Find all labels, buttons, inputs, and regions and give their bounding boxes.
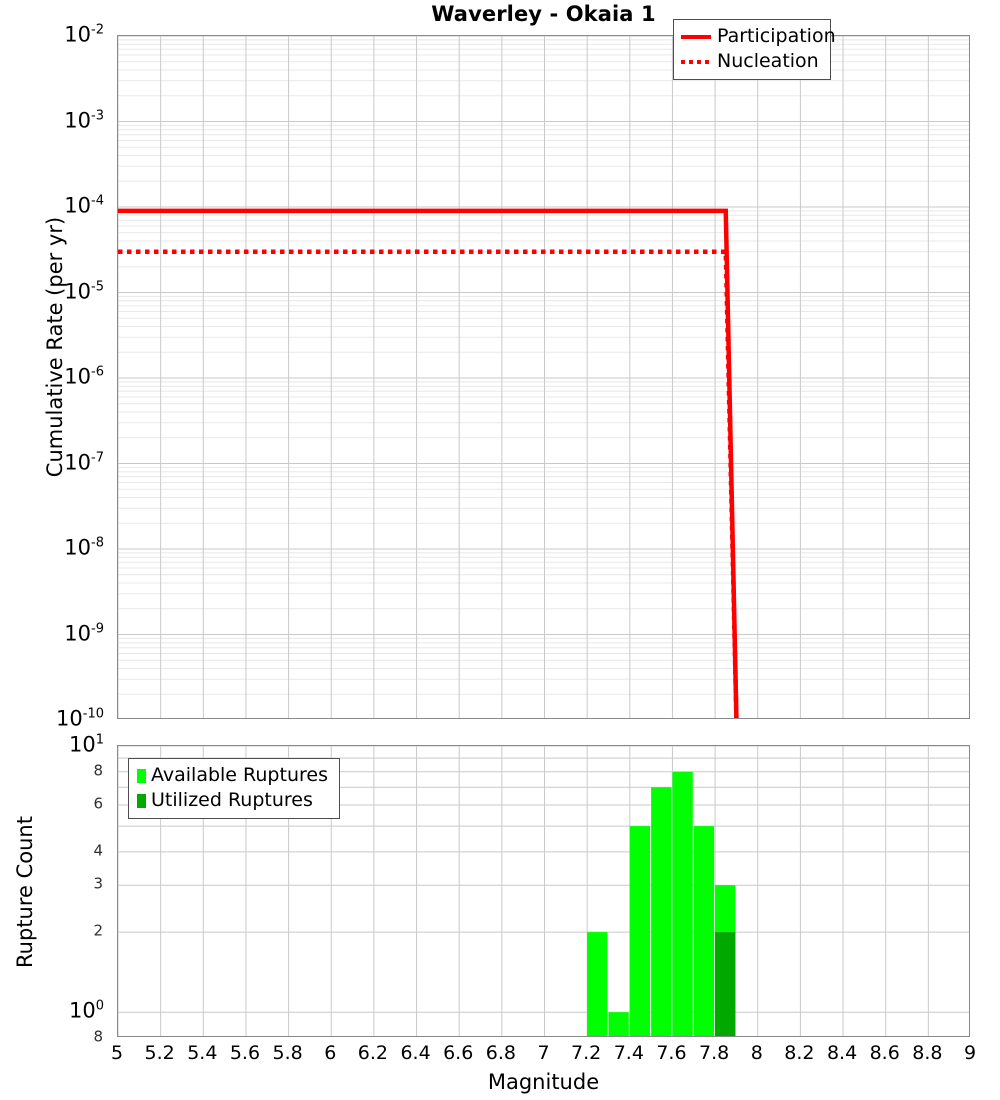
y-tick-label: 10-3 [64,110,112,131]
y-tick-minor-label: 3 [93,877,112,892]
cumulative-rate-legend: Participation Nucleation [673,19,831,80]
figure-canvas: Waverley - Okaia 1 10-2 10-3 10-4 10-5 10-6 1… [0,0,1000,1100]
x-tick-label: 7.2 [571,1042,601,1064]
x-tick-label: 8.6 [870,1042,900,1064]
x-tick-label: 7.8 [699,1042,729,1064]
x-tick-label: 6.4 [400,1042,430,1064]
x-tick-label: 7.6 [656,1042,686,1064]
rupture-count-legend: Available Ruptures Utilized Ruptures [128,758,340,819]
x-tick-label: 7.4 [614,1042,644,1064]
x-tick-label: 5.8 [272,1042,302,1064]
y-tick-label: 100 [69,1001,112,1022]
available-ruptures-bar [587,932,607,1036]
available-ruptures-bar [608,1012,628,1036]
y-tick-label: 10-10 [56,709,112,730]
legend-item-participation[interactable]: Participation [681,24,823,49]
legend-item-utilized-ruptures-label: Utilized Ruptures [151,791,313,810]
legend-item-available-ruptures[interactable]: Available Ruptures [136,763,332,788]
utilized-ruptures-bar [715,932,735,1036]
magnitude-x-axis-label: Magnitude [117,1070,970,1094]
y-tick-label: 10-6 [64,367,112,388]
y-tick-minor-label: 2 [93,924,112,939]
y-tick-label: 101 [69,735,112,756]
series-participation [118,211,736,718]
available-ruptures-bar [651,787,671,1036]
rupture-count-y-axis-label: Rupture Count [13,767,37,1017]
x-tick-label: 5.6 [230,1042,260,1064]
legend-item-utilized-ruptures[interactable]: Utilized Ruptures [136,788,332,813]
x-tick-label: 8.2 [784,1042,814,1064]
x-tick-label: 8 [751,1042,763,1064]
available-ruptures-bar [630,826,650,1036]
legend-item-participation-label: Participation [717,27,836,46]
available-ruptures-swatch-icon [137,769,146,783]
utilized-ruptures-swatch-icon [137,794,146,808]
y-tick-label: 10-4 [64,196,112,217]
y-tick-label: 10-9 [64,623,112,644]
legend-item-available-ruptures-label: Available Ruptures [151,766,328,785]
x-tick-label: 6.2 [358,1042,388,1064]
y-tick-minor-label: 6 [93,797,112,812]
y-tick-minor-label: 8 [93,1030,112,1045]
x-tick-label: 6.6 [443,1042,473,1064]
participation-line-swatch-icon [681,35,711,39]
available-ruptures-bar [672,772,692,1036]
legend-item-nucleation[interactable]: Nucleation [681,49,823,74]
y-tick-minor-label: 4 [93,843,112,858]
y-tick-label: 10-5 [64,281,112,302]
x-tick-label: 7 [537,1042,549,1064]
y-tick-label: 10-2 [64,25,112,46]
x-tick-label: 9 [964,1042,976,1064]
y-tick-label: 10-8 [64,538,112,559]
y-tick-minor-label: 8 [93,763,112,778]
x-tick-label: 8.8 [912,1042,942,1064]
available-ruptures-bar [694,826,714,1036]
x-tick-label: 5 [111,1042,123,1064]
cumulative-rate-plot-canvas [118,36,969,718]
x-tick-label: 5.4 [187,1042,217,1064]
cumulative-rate-plot [117,35,970,719]
cumulative-rate-y-axis-label: Cumulative Rate (per yr) [43,17,67,677]
y-tick-label: 10-7 [64,452,112,473]
x-tick-label: 6 [324,1042,336,1064]
x-tick-label: 6.8 [486,1042,516,1064]
legend-item-nucleation-label: Nucleation [717,52,819,71]
x-tick-label: 8.4 [827,1042,857,1064]
page-title: Waverley - Okaia 1 [117,2,970,26]
x-tick-label: 5.2 [145,1042,175,1064]
nucleation-dotted-line-swatch-icon [681,60,711,64]
